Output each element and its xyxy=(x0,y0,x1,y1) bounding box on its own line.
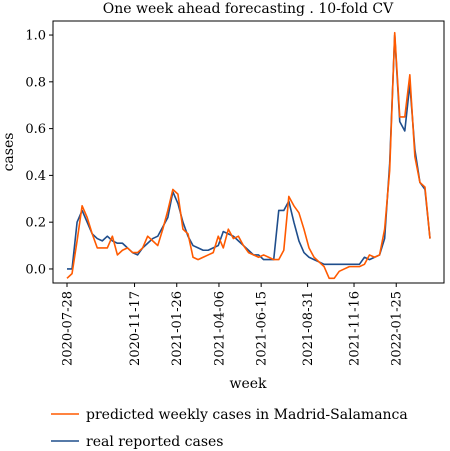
y-tick-label: 0.2 xyxy=(25,216,46,231)
legend-label-real: real reported cases xyxy=(86,434,223,450)
x-tick-label: 2021-11-16 xyxy=(348,291,363,366)
x-tick-label: 2021-06-15 xyxy=(255,291,270,366)
x-tick-label: 2022-01-25 xyxy=(390,291,405,366)
y-axis: 0.0 0.2 0.4 0.6 0.8 1.0 xyxy=(25,29,53,277)
x-axis-label: week xyxy=(229,376,267,392)
plot-frame xyxy=(52,20,445,284)
x-tick-label: 2021-04-06 xyxy=(212,291,227,366)
x-tick-label: 2021-01-26 xyxy=(170,291,185,366)
legend-label-predicted: predicted weekly cases in Madrid-Salaman… xyxy=(86,407,408,423)
x-tick-label: 2020-07-28 xyxy=(61,291,76,366)
x-tick-label: 2021-08-31 xyxy=(301,291,316,366)
y-tick-label: 0.0 xyxy=(25,262,46,277)
plot-lines xyxy=(66,31,431,280)
y-axis-label: cases xyxy=(1,133,17,172)
x-axis: 2020-07-28 2020-11-17 2021-01-26 2021-04-06… xyxy=(61,283,405,366)
series-line-real xyxy=(67,34,431,270)
x-tick-label: 2020-11-17 xyxy=(128,291,143,366)
series-line-predicted xyxy=(66,31,431,280)
y-tick-label: 0.6 xyxy=(25,122,46,137)
y-tick-label: 0.4 xyxy=(25,169,46,184)
legend: predicted weekly cases in Madrid-Salaman… xyxy=(51,407,408,450)
y-tick-label: 1.0 xyxy=(25,29,46,44)
y-tick-label: 0.8 xyxy=(25,75,46,90)
chart-title: One week ahead forecasting . 10-fold CV xyxy=(103,1,394,17)
